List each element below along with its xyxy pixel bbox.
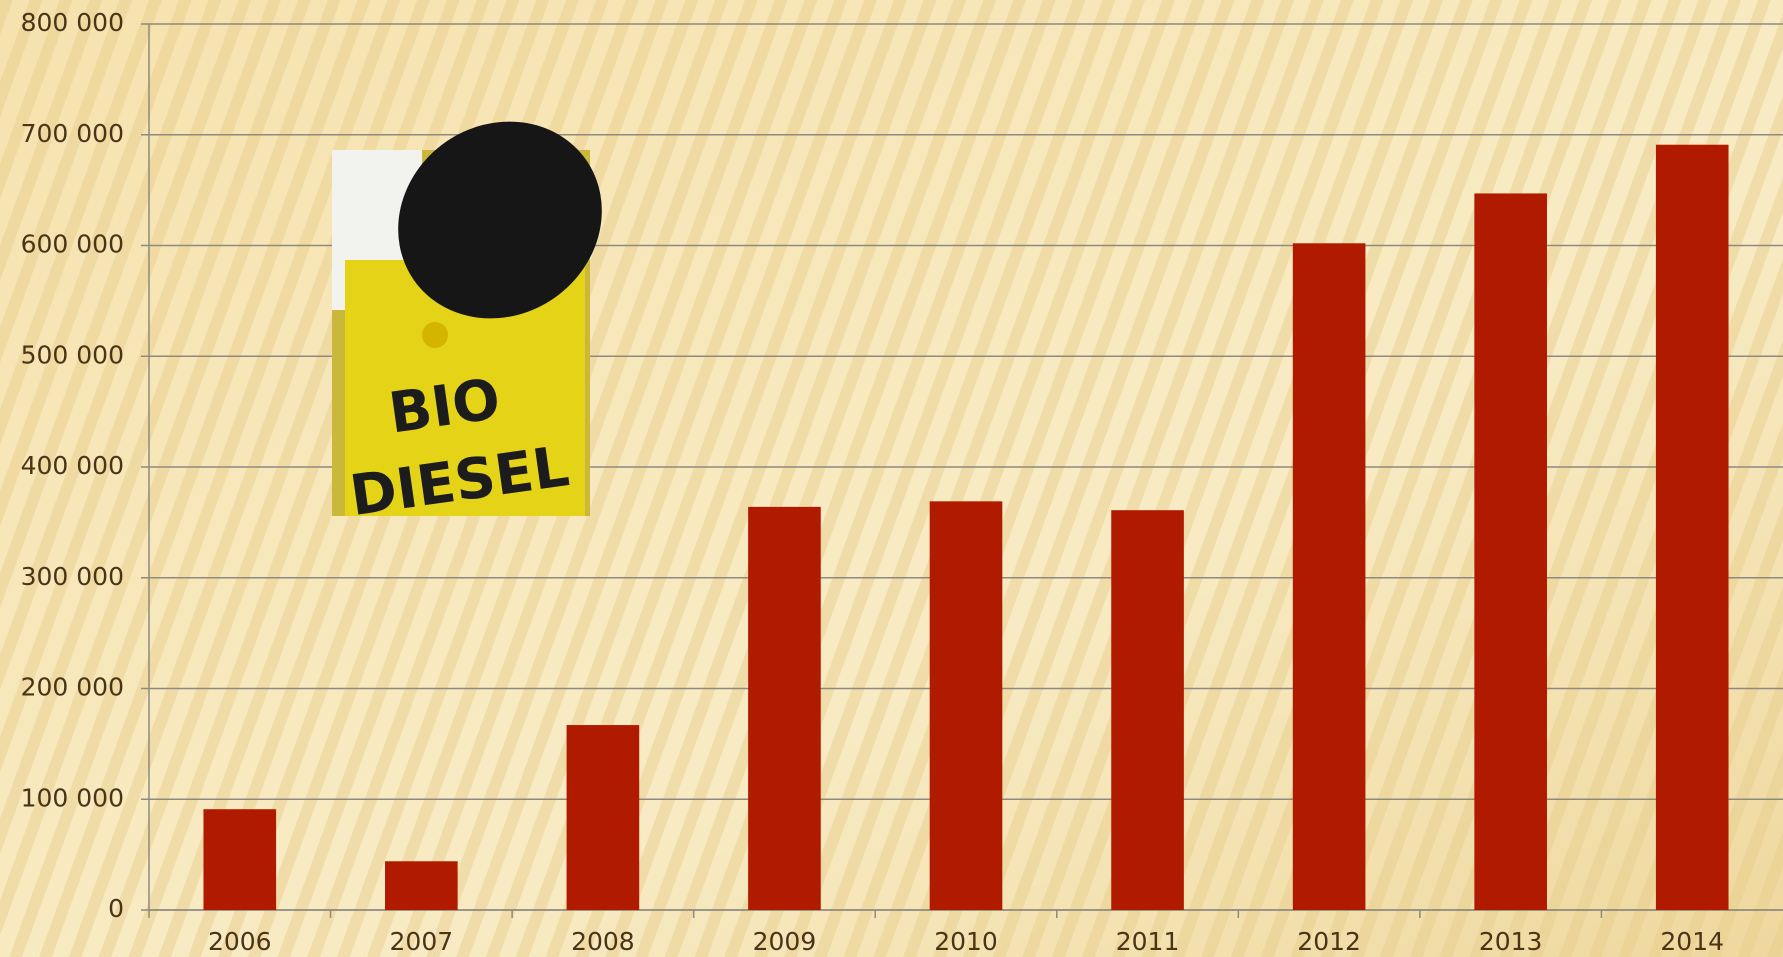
x-tick-label: 2009 (753, 927, 817, 956)
x-tick-label: 2012 (1297, 927, 1361, 956)
bar (1474, 193, 1547, 910)
y-tick-label: 700 000 (21, 119, 124, 148)
bar (929, 501, 1003, 910)
y-tick-label: 600 000 (21, 230, 124, 259)
bar (203, 809, 277, 910)
photo-nozzle (398, 121, 602, 319)
y-tick-label: 800 000 (21, 8, 124, 37)
bar (1111, 510, 1184, 910)
x-tick-label: 2006 (208, 927, 272, 956)
photo-drop (422, 322, 448, 348)
y-tick-label: 200 000 (21, 673, 124, 702)
y-tick-label: 500 000 (21, 340, 124, 369)
x-tick-label: 2007 (390, 927, 454, 956)
x-tick-label: 2011 (1116, 927, 1180, 956)
y-tick-label: 0 (108, 894, 124, 923)
x-tick-label: 2010 (934, 927, 998, 956)
x-tick-label: 2013 (1479, 927, 1543, 956)
bar (566, 725, 640, 910)
x-tick-label: 2008 (571, 927, 635, 956)
bar (1655, 144, 1729, 910)
photo: BIO DIESEL (332, 121, 602, 529)
bar (748, 506, 821, 910)
y-tick-label: 400 000 (21, 451, 124, 480)
y-tick-label: 300 000 (21, 562, 124, 591)
photo-text: BIO (385, 367, 504, 447)
x-tick-label: 2014 (1660, 927, 1724, 956)
y-tick-label: 100 000 (21, 783, 124, 812)
bar (1292, 243, 1366, 910)
bar (385, 861, 458, 910)
